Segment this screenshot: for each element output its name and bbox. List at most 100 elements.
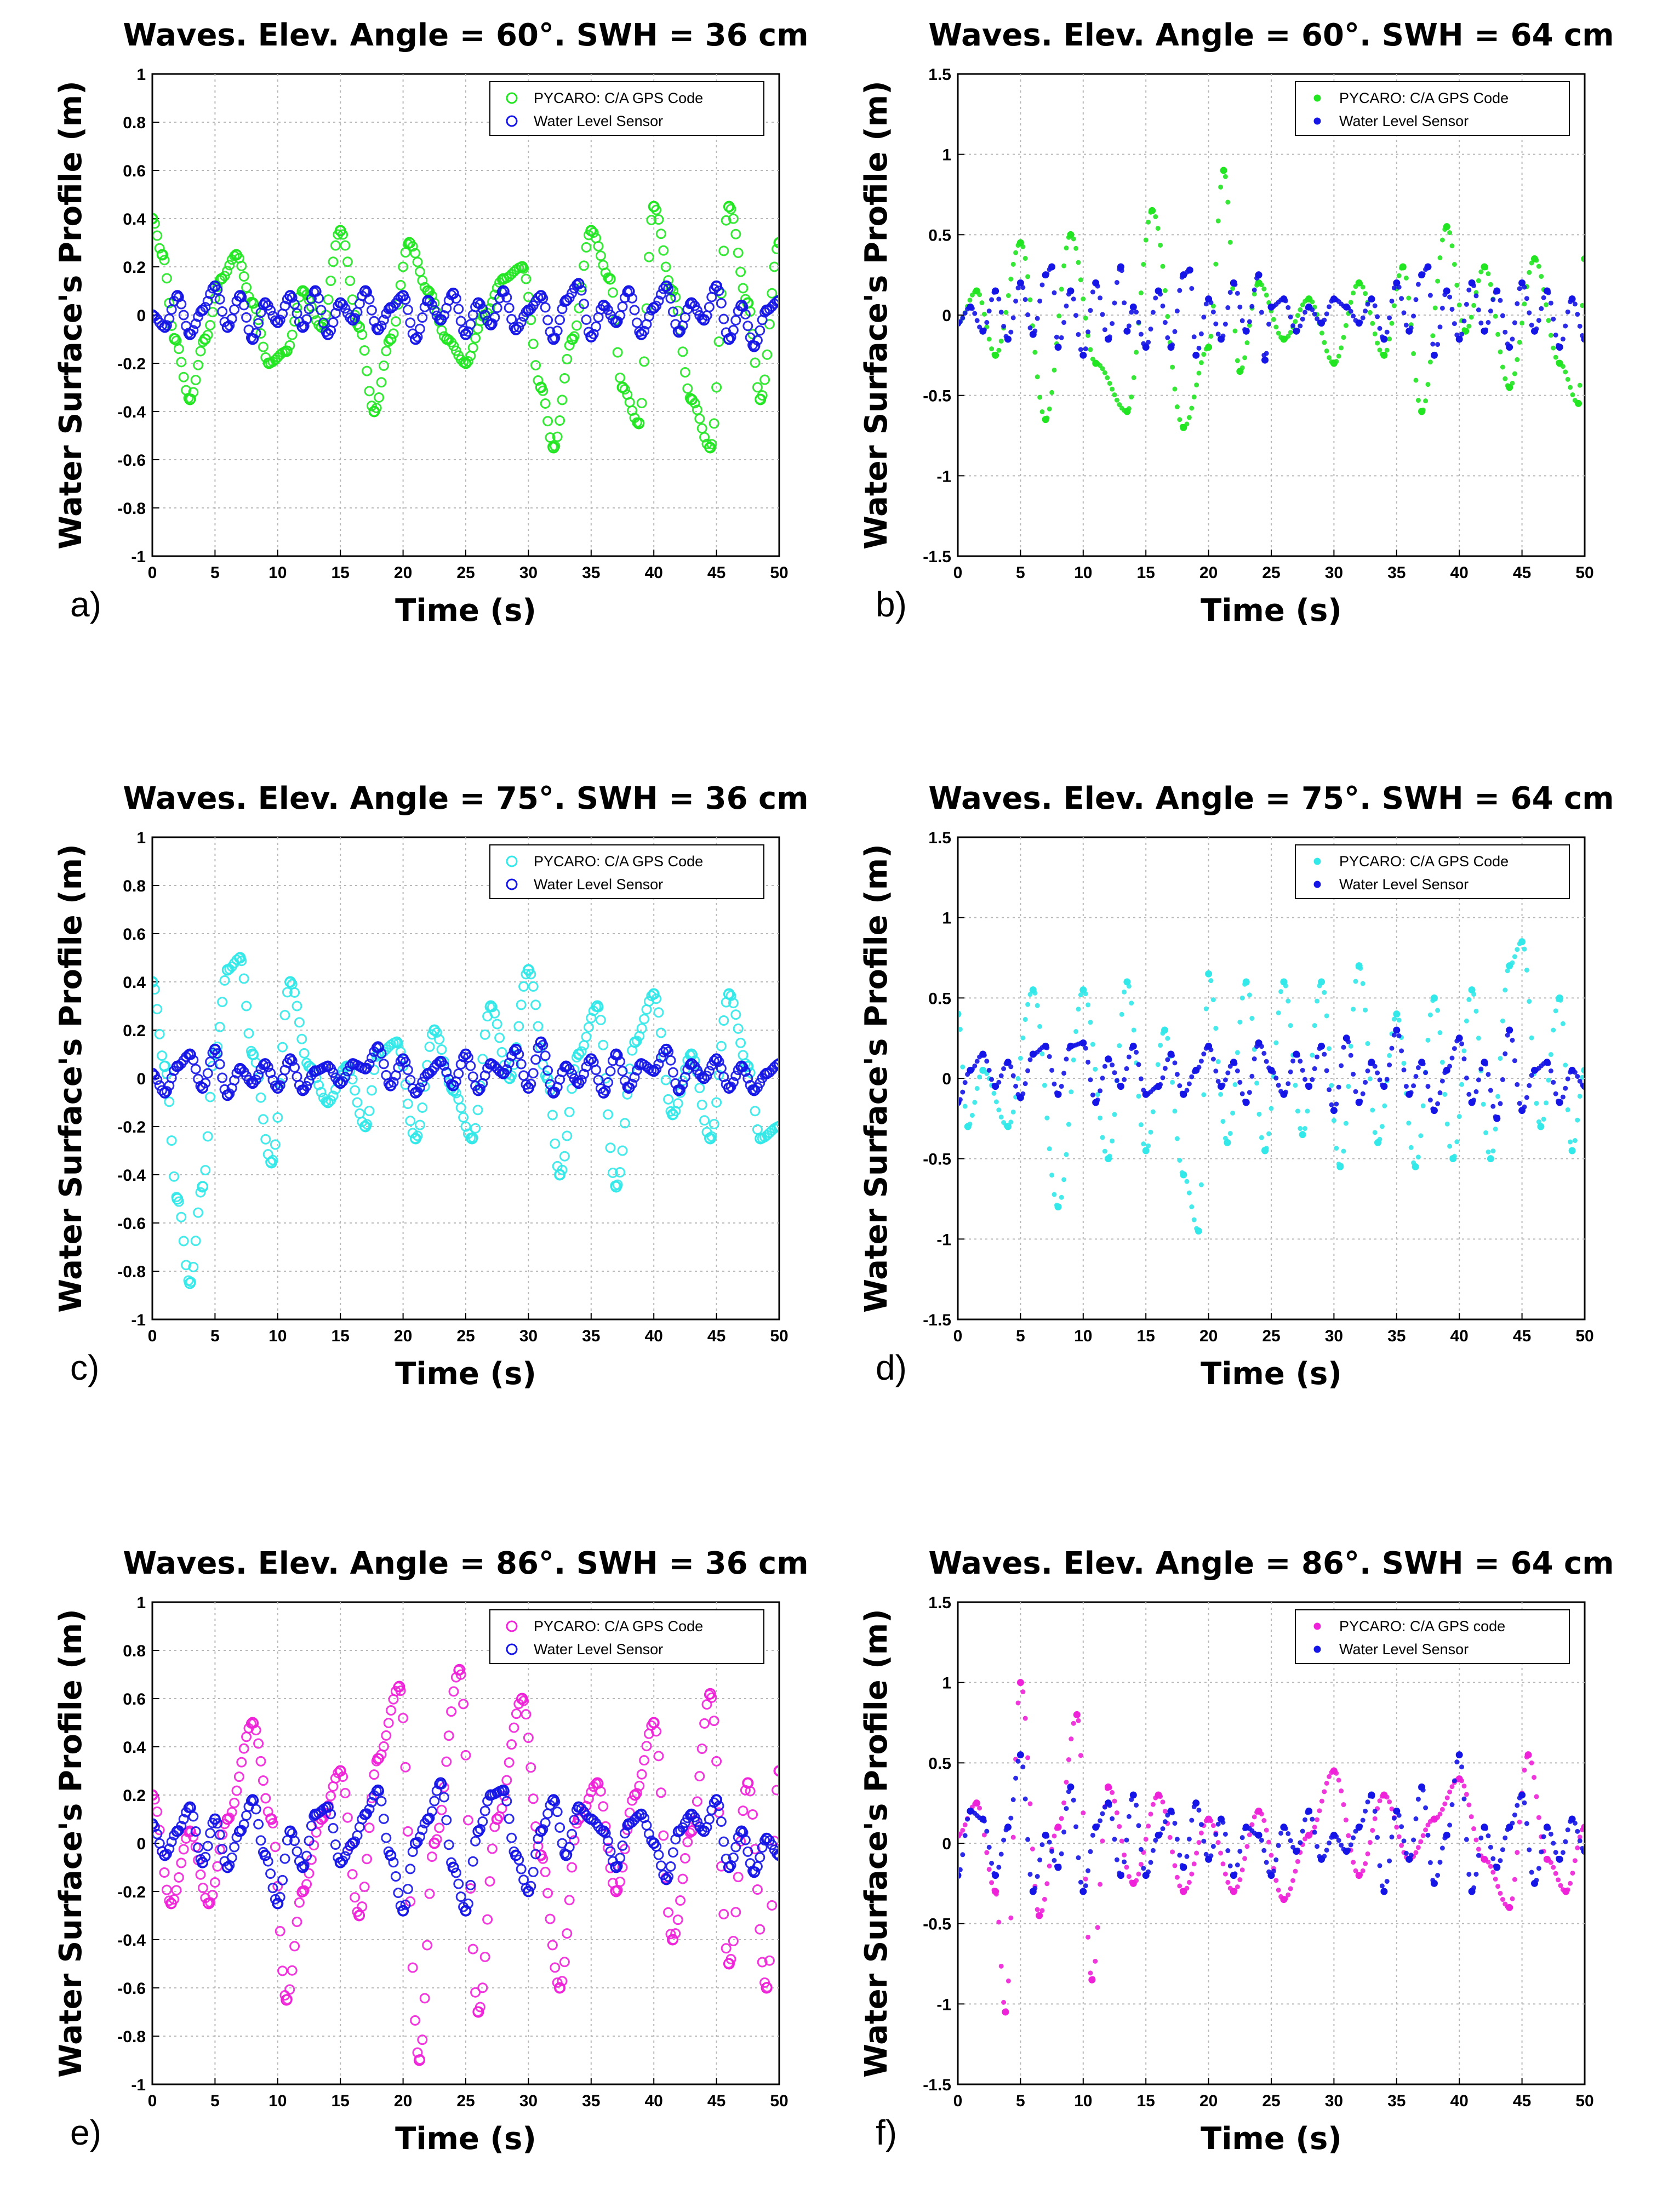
trace-point xyxy=(1570,296,1575,302)
trace-point xyxy=(730,1070,741,1081)
trace-point xyxy=(764,1955,775,1966)
x-tick-label: 30 xyxy=(519,564,538,582)
trace-point xyxy=(1150,208,1156,214)
trace-point xyxy=(1495,289,1501,294)
trace-point xyxy=(1001,1999,1007,2005)
trace-point xyxy=(1502,987,1508,993)
trace-point xyxy=(1037,395,1043,400)
trace-point xyxy=(1170,364,1175,370)
trace-point xyxy=(426,1806,437,1817)
y-axis-label: Water Surface's Profile (m) xyxy=(859,1609,894,2077)
trace-point xyxy=(265,1157,276,1168)
trace-point xyxy=(284,340,295,351)
trace-point xyxy=(1524,967,1529,973)
x-tick-label: 35 xyxy=(582,564,600,582)
trace-point xyxy=(1408,1090,1414,1095)
trace-point xyxy=(1411,351,1416,356)
x-tick-label: 5 xyxy=(210,2092,220,2110)
trace-point xyxy=(1302,1817,1308,1822)
trace-point xyxy=(1527,1083,1532,1088)
trace-point xyxy=(588,1815,599,1826)
trace-point xyxy=(1339,1063,1344,1068)
trace-point xyxy=(506,1739,517,1750)
trace-point xyxy=(1037,298,1043,304)
y-tick-label: -0.8 xyxy=(117,500,146,518)
trace-point xyxy=(1577,1078,1582,1084)
trace-point xyxy=(362,1854,373,1865)
trace-point xyxy=(1005,293,1011,298)
trace-point xyxy=(1522,946,1527,952)
trace-point xyxy=(1512,1877,1517,1882)
trace-point xyxy=(1471,283,1477,288)
trace-point xyxy=(226,313,237,324)
trace-point xyxy=(364,1059,375,1070)
trace-point xyxy=(446,1706,457,1717)
trace-point xyxy=(1534,1101,1539,1106)
trace-point xyxy=(598,1087,609,1098)
trace-point xyxy=(738,1805,749,1816)
x-tick-label: 15 xyxy=(1137,564,1155,582)
trace-point xyxy=(376,1048,387,1059)
trace-point xyxy=(735,266,746,277)
trace-point xyxy=(1353,979,1358,984)
trace-point xyxy=(465,1060,476,1071)
trace-point xyxy=(359,1881,370,1892)
trace-point xyxy=(1237,1079,1243,1085)
trace-point xyxy=(1334,1834,1339,1839)
trace-point xyxy=(1346,1039,1351,1044)
trace-point xyxy=(969,1067,975,1072)
trace-point xyxy=(1367,1076,1373,1082)
trace-point xyxy=(1049,1849,1055,1854)
trace-point xyxy=(1336,1777,1341,1783)
trace-point xyxy=(728,1077,739,1088)
trace-point xyxy=(1527,270,1532,275)
trace-point xyxy=(1071,1721,1076,1726)
trace-point xyxy=(1312,1023,1317,1028)
trace-point xyxy=(974,288,980,294)
trace-point xyxy=(362,1119,373,1130)
trace-point xyxy=(675,1084,686,1095)
trace-point xyxy=(728,325,739,336)
trace-point xyxy=(424,1813,435,1824)
trace-point xyxy=(998,1073,1004,1078)
trace-point xyxy=(350,1836,361,1847)
trace-point xyxy=(1225,199,1231,205)
trace-point xyxy=(1570,1870,1575,1876)
trace-point xyxy=(559,1151,570,1162)
trace-point xyxy=(711,1756,722,1767)
trace-point xyxy=(1018,1095,1023,1100)
x-tick-label: 30 xyxy=(1325,2092,1343,2110)
trace-point xyxy=(1110,1816,1115,1821)
trace-point xyxy=(395,1685,406,1696)
trace-point xyxy=(1403,275,1409,281)
trace-point xyxy=(328,1822,339,1833)
trace-point xyxy=(687,298,698,308)
trace-point xyxy=(1232,1871,1238,1877)
panel-f: 0 5 10 15 20 25 30 35 40 45 50-1.5-1-0.500.511.5PY… xyxy=(859,1546,1614,2157)
trace-point xyxy=(1384,1879,1390,1884)
trace-point xyxy=(1186,415,1192,420)
trace-point xyxy=(996,296,1002,302)
trace-point xyxy=(550,441,561,451)
trace-point xyxy=(747,1809,758,1820)
trace-point xyxy=(1488,282,1493,287)
y-tick-label: 0.2 xyxy=(123,259,146,277)
trace-point xyxy=(1360,981,1366,986)
trace-point xyxy=(667,1847,678,1858)
trace-point xyxy=(1010,1073,1016,1078)
trace-point xyxy=(711,1097,722,1108)
trace-point xyxy=(1020,1091,1026,1096)
trace-point xyxy=(325,1809,336,1820)
trace-point xyxy=(576,1074,587,1085)
trace-point xyxy=(1358,1099,1363,1104)
trace-point xyxy=(569,331,580,342)
trace-point xyxy=(667,306,678,317)
trace-point xyxy=(762,349,773,360)
trace-point xyxy=(153,1068,158,1079)
trace-point xyxy=(1391,303,1397,308)
trace-point xyxy=(1191,334,1197,340)
trace-point xyxy=(1401,1067,1407,1073)
trace-point xyxy=(193,359,204,370)
trace-point xyxy=(1403,1084,1409,1089)
trace-point xyxy=(1341,335,1346,340)
